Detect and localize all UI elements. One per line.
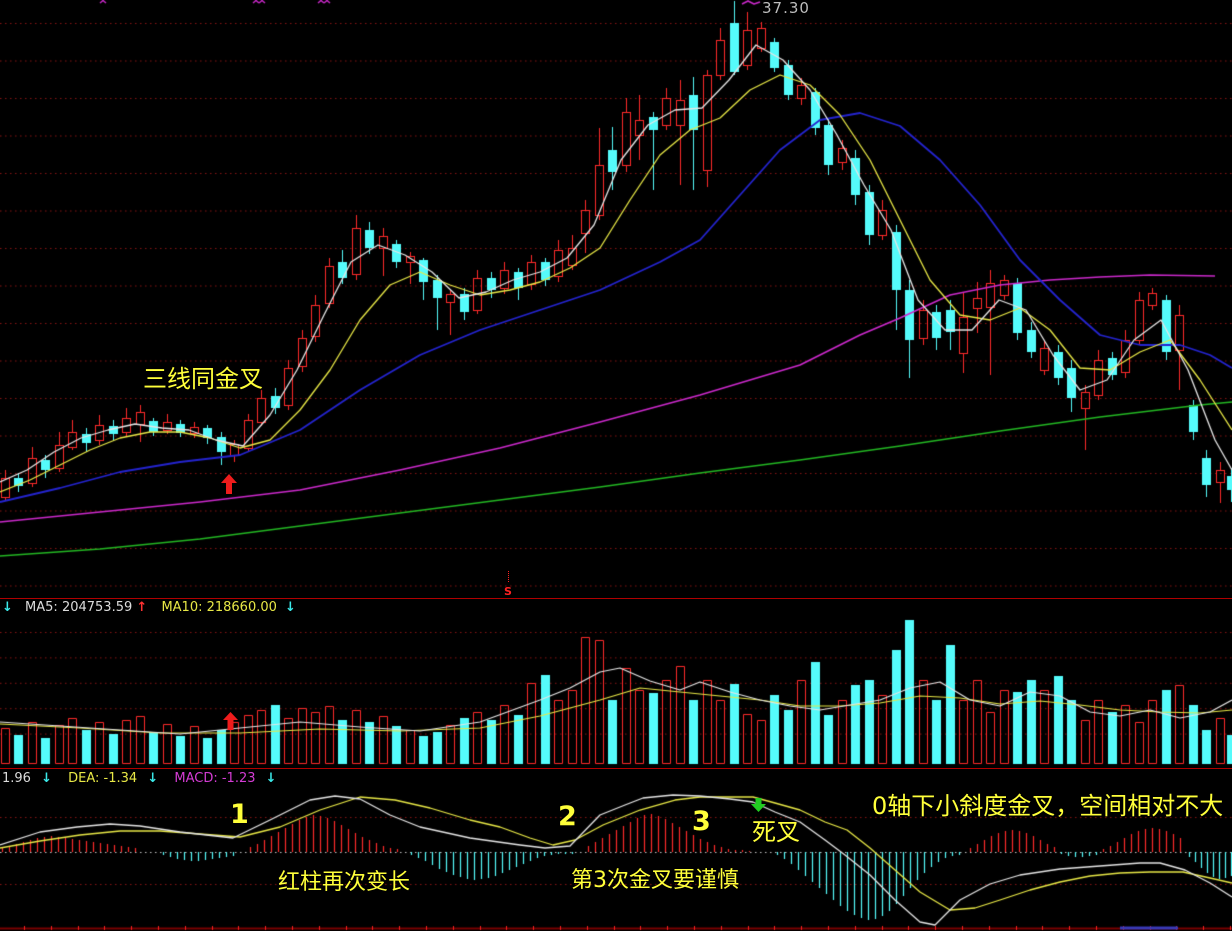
golden-cross-3-label: 3 — [692, 806, 711, 837]
main-volume-divider — [0, 598, 1232, 599]
red-bars-note-label: 红柱再次变长 — [278, 870, 411, 895]
volume-ma5-value: MA5: 204753.59 — [25, 600, 133, 615]
three-line-golden-cross-label: 三线同金叉 — [143, 365, 263, 393]
death-cross-arrow-icon — [751, 798, 766, 815]
volume-ma5-arrow-up-icon: ↑ — [136, 600, 148, 615]
macd-indicator-header: 1.96 ↓ DEA: -1.34 ↓ MACD: -1.23 ↓ — [2, 772, 277, 785]
volume-ma10-value: MA10: 218660.00 — [161, 600, 277, 615]
macd-dea-arrow-down-icon: ↓ — [147, 771, 159, 786]
peak-price-label: 37.30 — [762, 0, 810, 17]
death-cross-label: 死叉 — [752, 818, 800, 846]
zero-axis-note-label: 0轴下小斜度金叉，空间相对不大 — [872, 792, 1224, 820]
golden-cross-1-label: 1 — [230, 799, 249, 830]
volume-buy-signal-arrow-icon — [223, 712, 238, 734]
volume-macd-divider — [0, 768, 1232, 769]
volume-ma10-arrow-down-icon: ↓ — [285, 600, 296, 615]
golden-cross-2-label: 2 — [558, 801, 577, 832]
volume-indicator-header: ↓ MA5: 204753.59 ↑ MA10: 218660.00 ↓ — [2, 601, 296, 614]
third-cross-note-label: 第3次金叉要谨慎 — [571, 868, 739, 893]
sell-signal-marker: S — [504, 571, 512, 598]
macd-arrow-down-icon: ↓ — [265, 771, 277, 786]
macd-value: MACD: -1.23 — [174, 771, 256, 786]
buy-signal-arrow-icon — [221, 474, 237, 498]
macd-dif-arrow-down-icon: ↓ — [41, 771, 52, 786]
sell-mark-letter: S — [504, 585, 512, 598]
macd-dif-value: 1.96 — [2, 771, 31, 786]
volume-lead-arrow-down-icon: ↓ — [2, 600, 13, 615]
macd-dea-value: DEA: -1.34 — [68, 771, 138, 786]
